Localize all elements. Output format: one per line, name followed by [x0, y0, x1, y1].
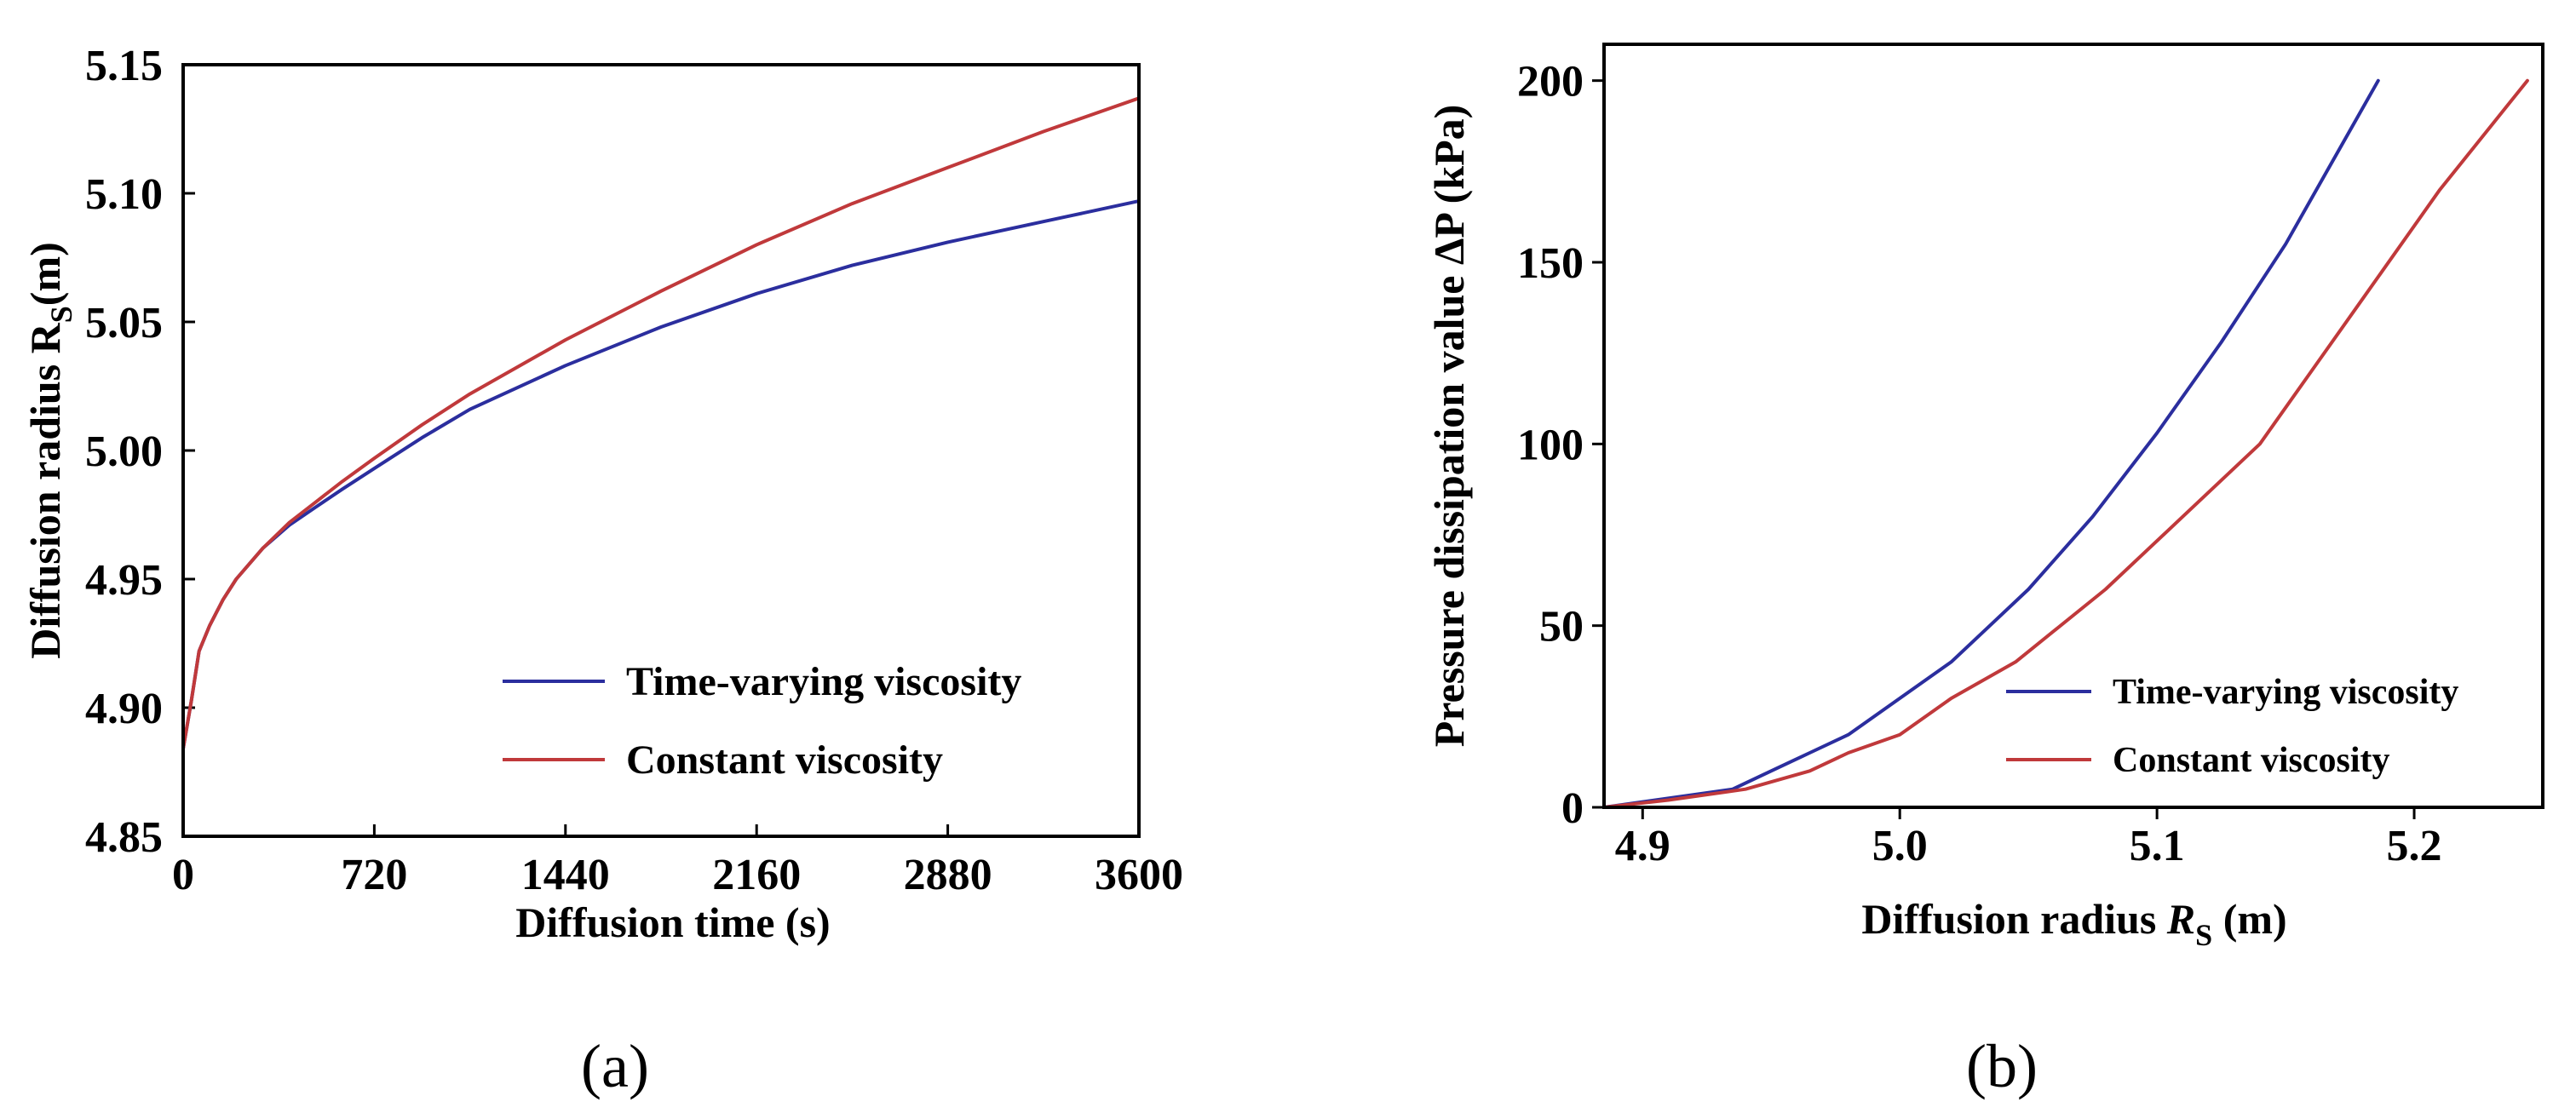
panel-a-y-tick-label: 5.10 [85, 170, 163, 219]
panel-a-legend: Time-varying viscosity Constant viscosit… [503, 659, 1021, 783]
panel-a-x-tick-label: 0 [172, 851, 194, 899]
panel-b-x-tick-label: 5.2 [2387, 822, 2442, 870]
panel-b-x-tick-label: 5.0 [1872, 822, 1928, 870]
panel-a-label: (a) [581, 1032, 649, 1100]
panel-a-y-tick-label: 5.00 [85, 428, 163, 476]
panel-b-chart: 4.9 5.0 5.1 5.2 0 50 100 150 200 Pressure dissip… [1425, 43, 2544, 1100]
panel-b-series [1602, 78, 2529, 809]
panel-b-axes-frame [1602, 43, 2544, 809]
panel-b-y-tick-label: 100 [1517, 421, 1584, 469]
panel-a-ticks: 0 720 1440 2160 2880 3600 4.85 4.90 4.95 5.00 5.05… [85, 42, 1183, 899]
panel-b-legend: Time-varying viscosity Constant viscosit… [2006, 673, 2458, 780]
panel-a-x-tick-label: 720 [341, 851, 407, 899]
panel-b-legend-label-constant: Constant viscosity [2113, 741, 2390, 780]
panel-b-y-axis-title: Pressure dissipation value ΔP (kPa) [1425, 105, 1473, 748]
panel-b-legend-label-time-varying: Time-varying viscosity [2113, 673, 2458, 712]
panel-a-y-tick-label: 5.05 [85, 299, 163, 347]
panel-a-chart: 0 720 1440 2160 2880 3600 4.85 4.90 4.95 5.00 5.05… [21, 42, 1183, 1100]
panel-a-y-axis-title: Diffusion radius RS(m) [21, 242, 78, 659]
panel-a-y-tick-label: 5.15 [85, 42, 163, 90]
panel-b-series-line-time-varying [1602, 78, 2380, 809]
panel-b-y-tick-label: 200 [1517, 58, 1584, 106]
panel-a-series [181, 96, 1141, 751]
panel-a-axes-frame [181, 63, 1141, 838]
panel-a-legend-label-constant: Constant viscosity [626, 737, 943, 783]
panel-b-y-tick-label: 0 [1561, 784, 1584, 833]
panel-b-x-axis-title: Diffusion radius RS (m) [1861, 895, 2286, 952]
panel-a-x-tick-label: 2880 [904, 851, 992, 899]
panel-a-series-line-constant [181, 96, 1141, 751]
panel-a-y-tick-label: 4.95 [85, 556, 163, 605]
panel-b-y-tick-label: 50 [1539, 603, 1584, 651]
panel-a-x-tick-label: 3600 [1095, 851, 1183, 899]
panel-b-y-tick-label: 150 [1517, 239, 1584, 288]
panel-a-legend-label-time-varying: Time-varying viscosity [626, 659, 1021, 704]
panel-b-label: (b) [1966, 1032, 2038, 1100]
panel-a-x-tick-label: 1440 [521, 851, 610, 899]
panel-b-series-line-constant [1602, 78, 2529, 809]
panel-b-ticks: 4.9 5.0 5.1 5.2 0 50 100 150 200 [1517, 58, 2442, 870]
panel-b-x-tick-label: 5.1 [2130, 822, 2185, 870]
panel-a-y-tick-label: 4.90 [85, 685, 163, 733]
panel-a-y-tick-label: 4.85 [85, 813, 163, 862]
panel-a-x-axis-title: Diffusion time (s) [515, 898, 830, 946]
panel-b-x-tick-label: 4.9 [1615, 822, 1670, 870]
panel-a-x-tick-label: 2160 [712, 851, 801, 899]
